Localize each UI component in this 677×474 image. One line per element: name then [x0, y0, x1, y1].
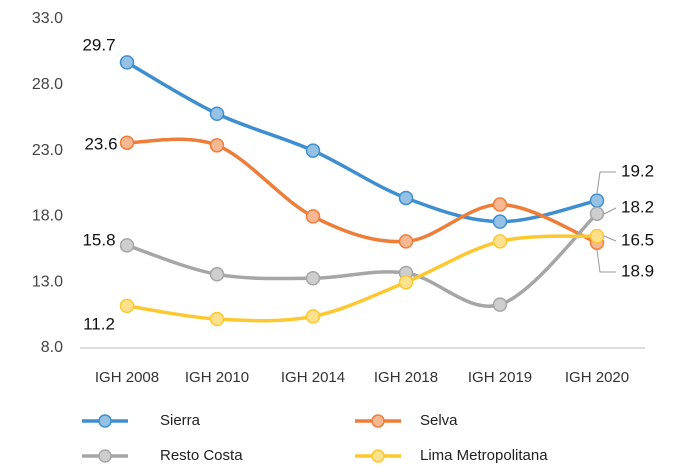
x-tick-label: IGH 2019 — [468, 369, 532, 386]
data-point — [305, 143, 321, 158]
x-tick-label: IGH 2010 — [185, 369, 249, 386]
data-point — [492, 297, 508, 312]
annotation: 18.2 — [621, 197, 654, 216]
annotation: 15.8 — [82, 230, 115, 249]
annotation: 23.6 — [84, 134, 117, 153]
legend-label: Lima Metropolitana — [420, 447, 548, 464]
legend-label: Selva — [420, 412, 458, 429]
data-point — [492, 197, 508, 212]
data-point — [119, 238, 135, 253]
leader-line — [596, 171, 616, 194]
series-line — [126, 137, 598, 245]
data-point — [209, 138, 225, 153]
data-point — [398, 234, 414, 249]
data-point — [209, 106, 225, 122]
series-line — [126, 212, 599, 308]
y-tick-label: 23.0 — [32, 142, 63, 159]
series-line — [126, 234, 598, 323]
annotation: 11.2 — [83, 314, 115, 333]
annotation: 16.5 — [621, 230, 654, 249]
data-point — [398, 190, 414, 206]
series-line — [126, 60, 598, 224]
data-point — [305, 209, 321, 224]
data-point — [209, 311, 225, 327]
y-tick-label: 28.0 — [32, 76, 63, 93]
y-tick-label: 13.0 — [32, 273, 63, 290]
legend-label: Sierra — [160, 412, 201, 429]
y-tick-label: 8.0 — [41, 339, 63, 356]
leader-line — [603, 235, 617, 242]
y-tick-label: 18.0 — [32, 208, 63, 225]
annotation: 19.2 — [621, 161, 654, 180]
data-point — [305, 271, 321, 286]
data-point — [398, 274, 414, 290]
data-point — [119, 55, 135, 70]
annotation: 18.9 — [621, 261, 654, 280]
legend-swatch-marker — [371, 414, 385, 428]
data-point — [119, 135, 135, 150]
data-point — [492, 214, 508, 229]
legend-swatch-marker — [98, 449, 112, 463]
data-point — [305, 309, 321, 324]
data-point — [589, 193, 605, 208]
annotation: 29.7 — [82, 35, 115, 54]
data-point — [119, 298, 135, 314]
x-tick-label: IGH 2018 — [374, 369, 438, 386]
leader-line — [603, 207, 617, 215]
x-tick-label: IGH 2014 — [281, 369, 345, 386]
data-point — [589, 206, 605, 222]
legend-swatch-marker — [371, 449, 385, 463]
x-tick-label: IGH 2020 — [565, 369, 629, 386]
data-point — [209, 267, 225, 282]
leader-line — [596, 249, 616, 273]
x-tick-label: IGH 2008 — [95, 369, 159, 386]
y-tick-label: 33.0 — [32, 10, 63, 27]
legend-swatch-marker — [98, 414, 112, 428]
data-point — [589, 228, 605, 244]
legend-label: Resto Costa — [160, 447, 243, 464]
data-point — [492, 234, 508, 249]
